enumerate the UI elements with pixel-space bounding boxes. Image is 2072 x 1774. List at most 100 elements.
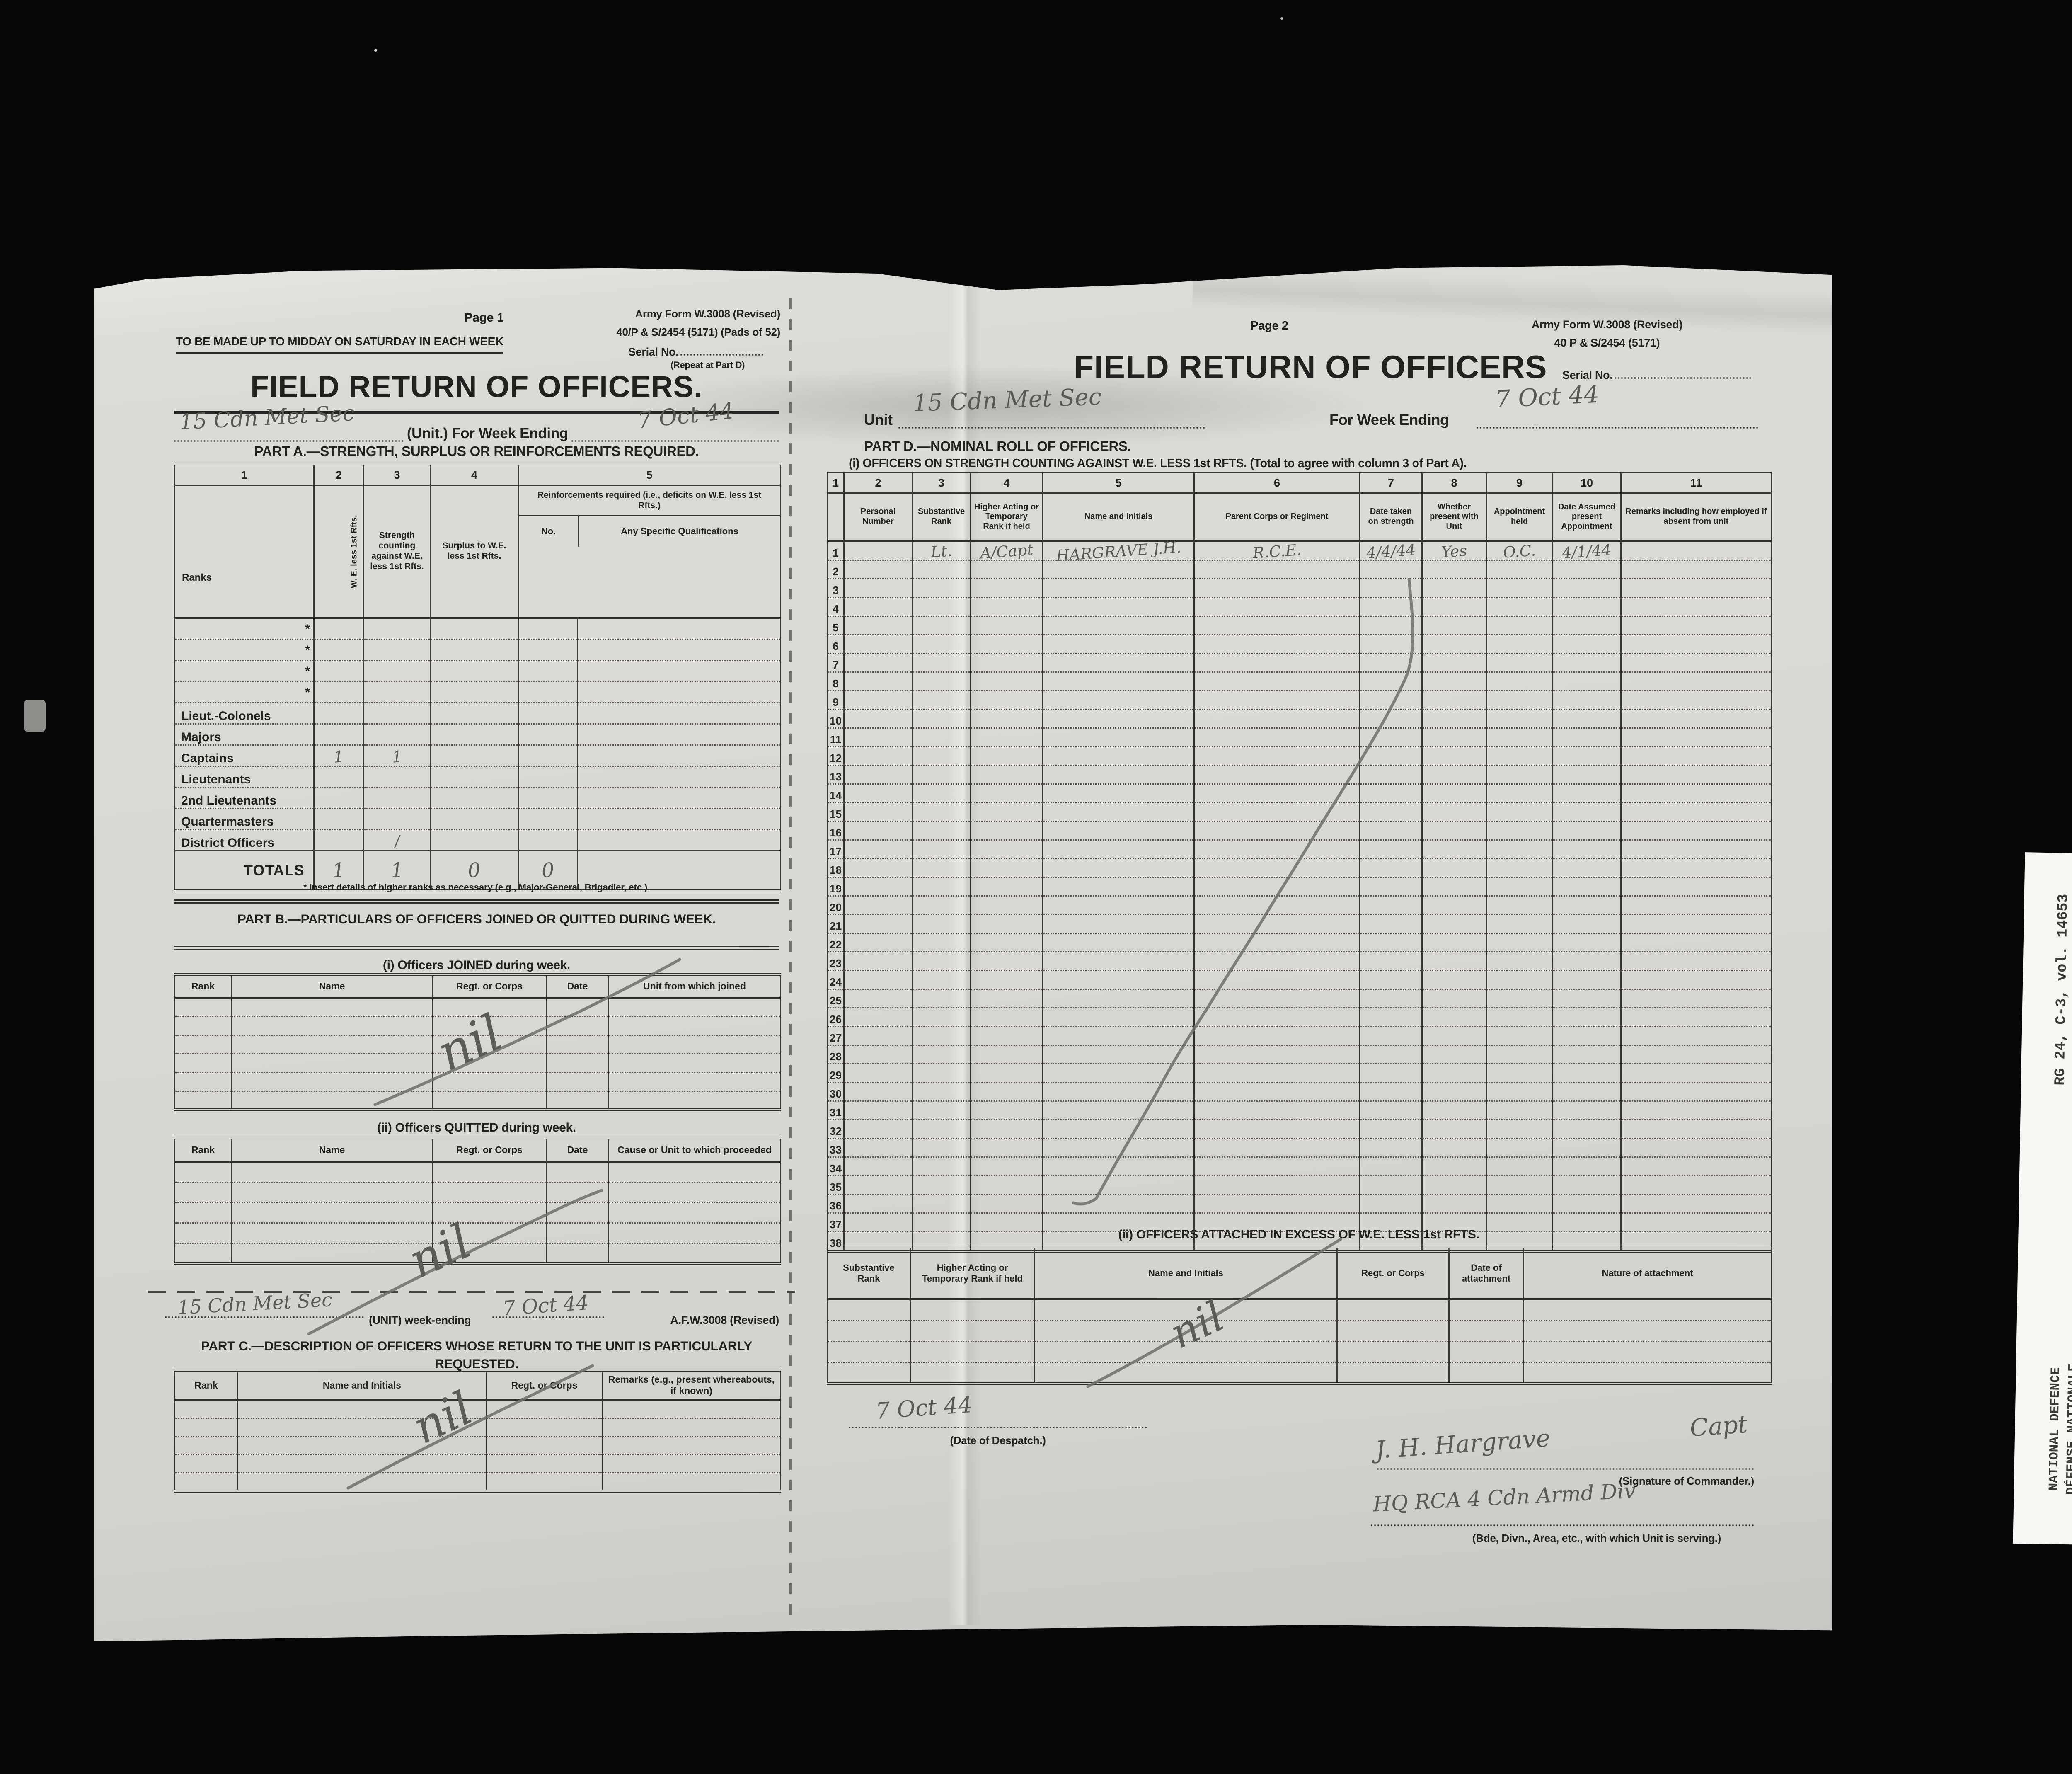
blank-row (827, 1320, 1772, 1342)
part-c-week-label: (UNIT) week-ending (369, 1314, 471, 1326)
handwritten-entry: 4/4/44 (1365, 540, 1416, 562)
blank-row (174, 1436, 781, 1456)
handwritten-entry: O.C. (1502, 541, 1537, 562)
page1-title: FIELD RETURN OF OFFICERS. (174, 370, 779, 414)
part-b-heading: PART B.—PARTICULARS OF OFFICERS JOINED O… (237, 911, 716, 926)
unit-blank-line (174, 419, 404, 442)
part-a-row: Lieutenants (174, 766, 781, 788)
blank-row (174, 1072, 781, 1092)
column-header: Higher Acting or Temporary Rank if held (970, 493, 1043, 542)
serving-formation-handwritten: HQ RCA 4 Cdn Armd Div (1372, 1478, 1636, 1517)
handwritten-entry: 4/1/44 (1561, 540, 1612, 562)
page2-form-ref-2: 40 P & S/2454 (5171) (1554, 337, 1660, 349)
blank-line (165, 1316, 364, 1318)
col-strength: Strength counting against W.E. less 1st … (363, 485, 431, 619)
roll-row: 30 (827, 1082, 1772, 1102)
dust-speck (1280, 17, 1283, 20)
page2-unit-label: Unit (864, 411, 893, 428)
column-header: Rank (174, 974, 232, 999)
column-header: Date (546, 974, 609, 999)
column-header: Name and Initials (1034, 1247, 1338, 1300)
column-header: Higher Acting or Temporary Rank if held (910, 1247, 1035, 1300)
unit-blank-line (898, 427, 1205, 429)
blank-row (174, 1454, 781, 1474)
roll-headers: Personal Number Substan­tive Rank Higher A… (827, 493, 1772, 542)
column-header: Cause or Unit to which proceeded (608, 1138, 781, 1163)
column-header: Name (231, 974, 433, 999)
divider (174, 946, 779, 950)
blank-row (174, 1162, 781, 1183)
blank-row (174, 1243, 781, 1264)
signature-name: J. H. Hargrave (1374, 1424, 1551, 1464)
page1-form-ref-2: 40/P & S/2454 (5171) (Pads of 52) (616, 326, 780, 338)
part-a-headers: Ranks W. E. less 1st Rfts. Strength coun… (174, 485, 781, 619)
column-header: Remarks (e.g., present whereabouts, if k… (602, 1370, 781, 1401)
roll-row: 34 (827, 1157, 1772, 1176)
part-a-row: * (174, 639, 781, 661)
despatch-date-handwritten: 7 Oct 44 (875, 1391, 973, 1425)
column-header: Substantive Rank (827, 1247, 911, 1300)
roll-row: 22 (827, 933, 1772, 952)
dust-speck (374, 49, 377, 52)
roll-row: 20 (827, 896, 1772, 915)
serving-blank-line (1371, 1524, 1754, 1526)
blank-row (174, 1182, 781, 1203)
column-header: Whether present with Unit (1422, 493, 1487, 542)
part-b-joined-heading: (i) Officers JOINED during week. (382, 958, 571, 972)
part-a-row: * (174, 660, 781, 682)
column-header: Date taken on strength (1360, 493, 1423, 542)
column-header: Date of attachment (1449, 1247, 1524, 1300)
part-a-row: 2nd Lieutenants (174, 787, 781, 809)
officers-quitted-table: Rank Name Regt. or Corps Date Cause or Unit … (174, 1137, 781, 1265)
part-c-table: Rank Name and Initials Regt. or Corps Remar… (174, 1369, 781, 1493)
roll-row: 16 (827, 821, 1772, 841)
part-a-row: District Officers ∕ (174, 829, 781, 851)
roll-row: 11 (827, 728, 1772, 747)
roll-row: 10 (827, 709, 1772, 729)
despatch-blank-line (849, 1427, 1147, 1428)
column-header: Name (231, 1138, 433, 1163)
page1-unit-week-label: (Unit.) For Week Ending (407, 425, 568, 441)
blank-row (174, 1400, 781, 1419)
blank-row (174, 998, 781, 1017)
total-we: 1 (332, 858, 346, 882)
column-header: Regt. or Corps (486, 1370, 603, 1401)
part-a-heading: PART A.—STRENGTH, SURPLUS OR REINFORCEME… (254, 444, 699, 459)
blank-line (492, 1316, 604, 1318)
column-header: Appointment held (1486, 493, 1553, 542)
blank-row (827, 1362, 1772, 1384)
page1-form-ref-1: Army Form W.3008 (Revised) (635, 308, 780, 320)
signature-blank-line (1377, 1468, 1754, 1470)
roll-row: 26 (827, 1008, 1772, 1027)
officers-joined-table: Rank Name Regt. or Corps Date Unit from whic… (174, 973, 781, 1111)
column-header: Remarks including how employed if absent… (1621, 493, 1772, 542)
col-we: W. E. less 1st Rfts. (349, 515, 359, 588)
blank-row (174, 1016, 781, 1036)
week-blank-line (571, 419, 779, 442)
part-a-row: Majors (174, 724, 781, 746)
roll-row: 3 (827, 579, 1772, 598)
signature-label: (Signature of Commander.) (1619, 1475, 1755, 1487)
handwritten-entry: R.C.E. (1252, 540, 1302, 562)
scanned-form-sheet: Page 1 Army Form W.3008 (Revised) 40/P &… (94, 265, 1832, 1641)
paper-tab (24, 700, 46, 732)
page2-title: FIELD RETURN OF OFFICERS (1074, 349, 1547, 385)
roll-row: 31 (827, 1101, 1772, 1120)
roll-row: 21 (827, 914, 1772, 934)
page2-unit-handwritten: 15 Cdn Met Sec (912, 383, 1102, 417)
col-qualifications: Any Specific Qualifications (621, 526, 738, 537)
column-header: Regt. or Corps (1337, 1247, 1450, 1300)
roll-row: 5 (827, 616, 1772, 635)
roll-row: 1 Lt. A/Capt HARGRAVE J.H. R.C.E. 4/4/44 Yes O.… (827, 538, 1772, 565)
part-d-heading: PART D.—NOMINAL ROLL OF OFFICERS. (864, 439, 1131, 454)
part-c-week-handwritten: 7 Oct 44 (502, 1291, 590, 1321)
roll-row: 28 (827, 1045, 1772, 1064)
col-ranks: Ranks (174, 485, 315, 619)
roll-row: 14 (827, 784, 1772, 803)
page1-serial-label: Serial No. (628, 346, 679, 358)
roll-row: 33 (827, 1138, 1772, 1158)
col-surplus: Surplus to W.E. less 1st Rfts. (430, 485, 519, 619)
table-headers: Rank Name and Initials Regt. or Corps Remar… (174, 1370, 781, 1401)
